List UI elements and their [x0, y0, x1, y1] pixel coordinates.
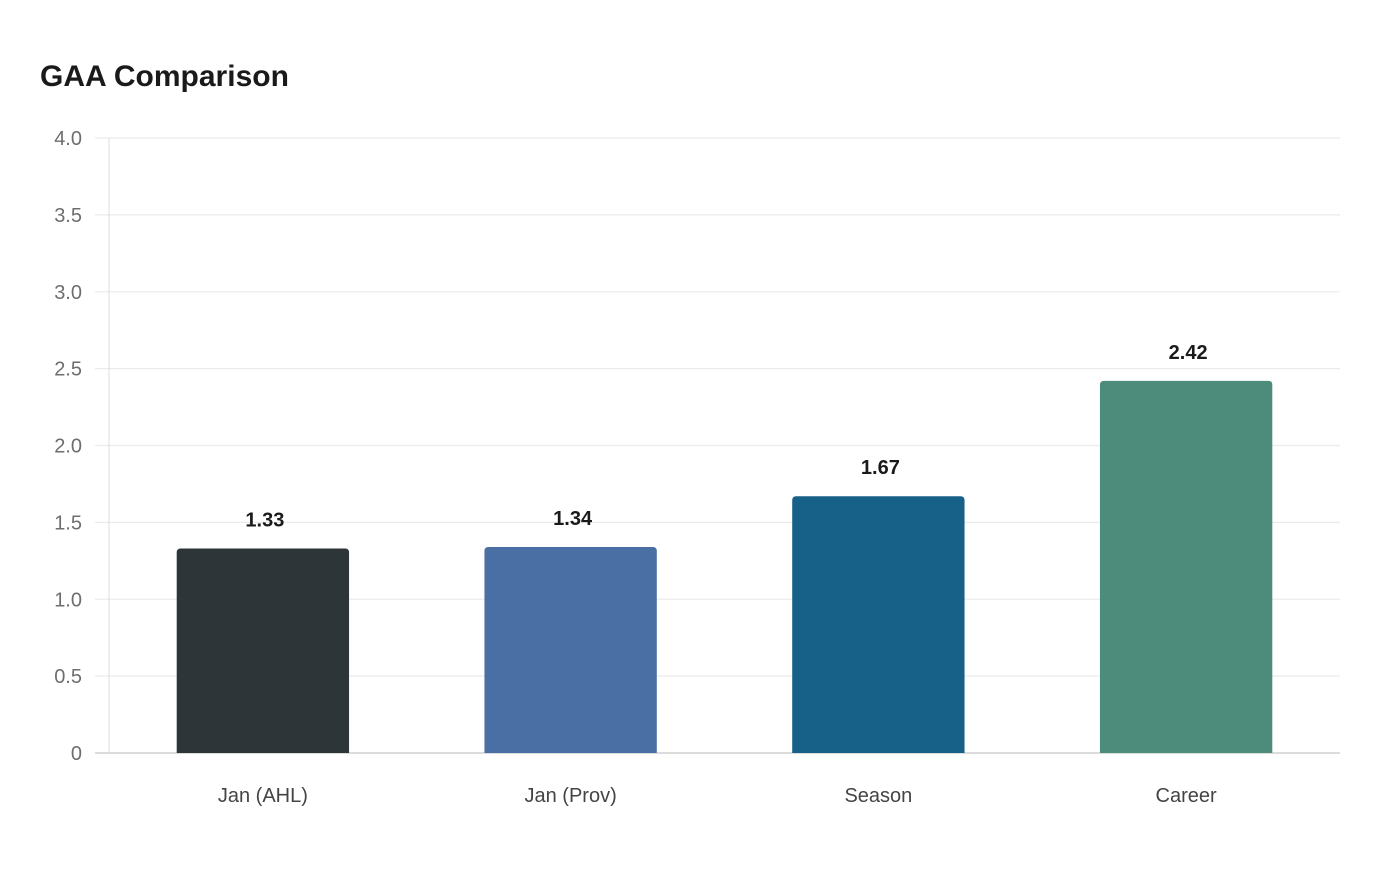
- bar: [1099, 380, 1273, 753]
- y-tick-label: 4.0: [54, 128, 82, 150]
- chart-title: GAA Comparison: [40, 60, 289, 93]
- bar: [176, 548, 350, 753]
- data-label: 1.67: [861, 457, 900, 479]
- bar: [484, 546, 657, 753]
- y-tick-label: 1.0: [54, 589, 82, 611]
- data-label: 2.42: [1169, 342, 1208, 364]
- x-tick-label: Career: [1156, 785, 1217, 807]
- x-tick-label: Jan (AHL): [218, 785, 308, 807]
- bar: [792, 496, 965, 753]
- y-tick-label: 2.5: [54, 359, 82, 381]
- data-label: 1.33: [245, 510, 284, 532]
- x-tick-label: Jan (Prov): [525, 785, 617, 807]
- y-tick-label: 3.0: [54, 282, 82, 304]
- y-tick-label: 2.0: [54, 436, 82, 458]
- y-tick-label: 3.5: [54, 205, 82, 227]
- x-tick-label: Season: [844, 785, 912, 807]
- y-tick-label: 0.5: [54, 666, 82, 688]
- y-tick-label: 0: [71, 743, 82, 765]
- data-label: 1.34: [553, 508, 593, 530]
- y-tick-label: 1.5: [54, 512, 82, 534]
